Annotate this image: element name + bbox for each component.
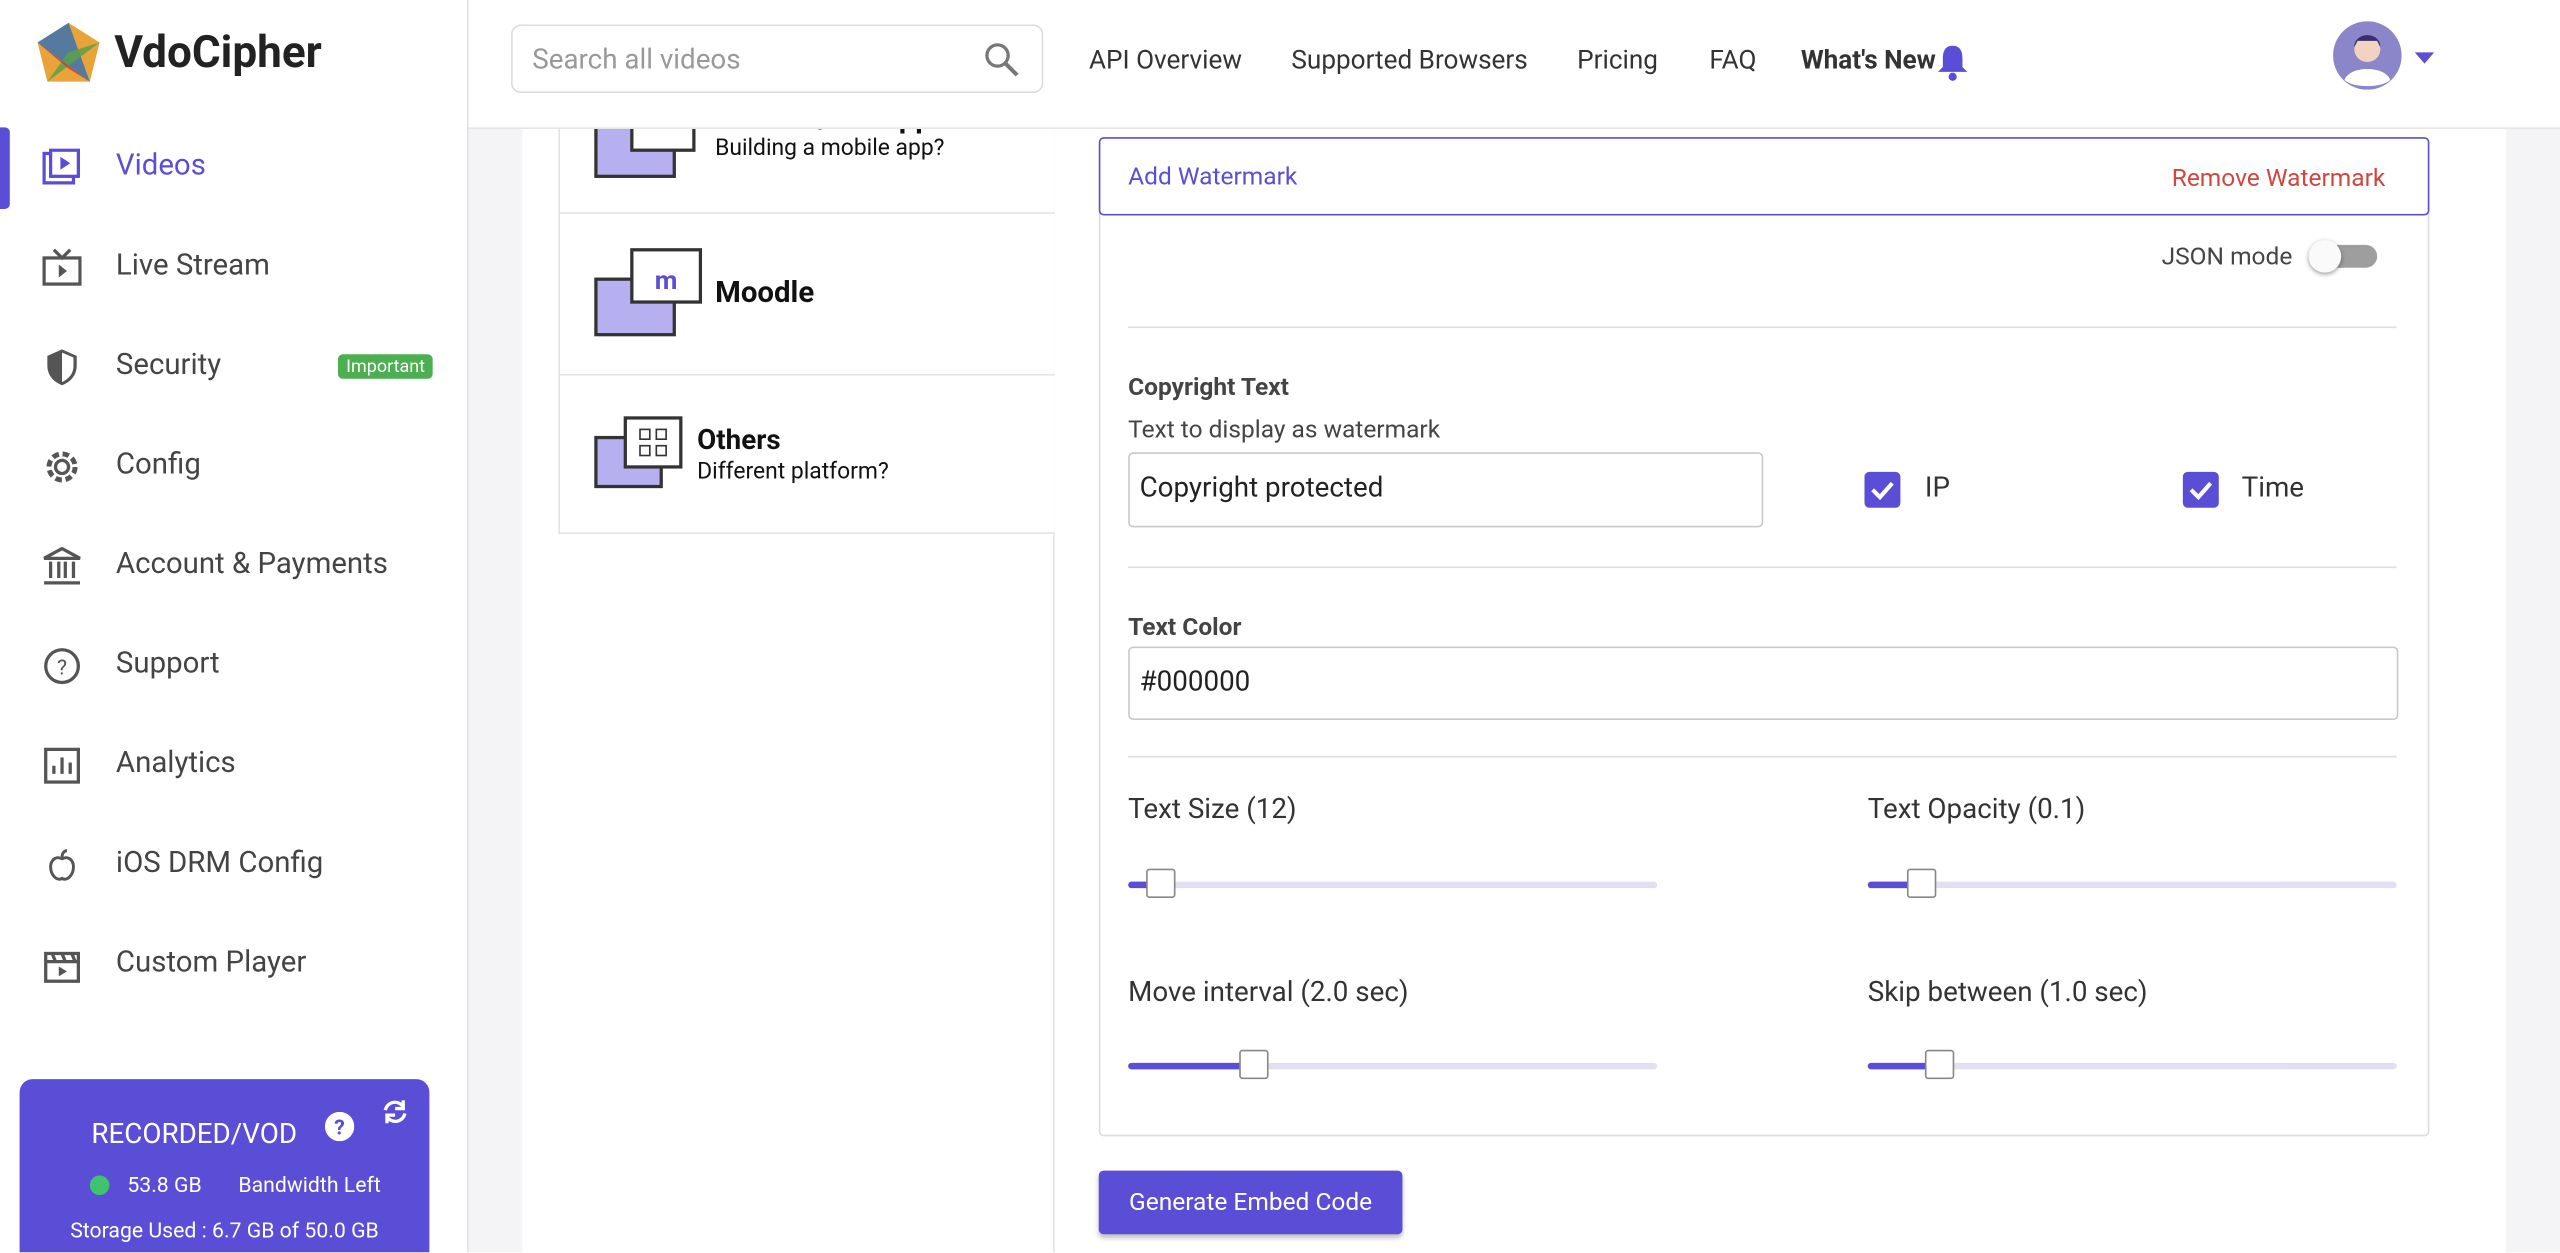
slider[interactable] [1128,868,1658,898]
sidebar: VdoCipher Videos Live Stream Security Impor… [0,0,469,1253]
platform-subtitle: Different platform? [697,458,889,485]
sidebar-label: iOS DRM Config [115,845,324,880]
sidebar-item[interactable]: Live Stream [0,227,467,309]
divider [1128,326,2397,329]
nav-link[interactable]: Pricing [1577,44,1658,76]
platform-title: Moodle [715,275,815,311]
copyright-input[interactable]: Copyright protected [1128,452,1764,528]
platform-icon: m [594,248,703,337]
badge: Important [337,354,434,379]
sidebar-label: Live Stream [115,248,270,283]
sidebar-label: Support [115,646,220,681]
slider-label: Text Size (12) [1128,793,1297,827]
generate-button[interactable]: Generate Embed Code [1098,1170,1403,1235]
slider-label: Text Opacity (0.1) [1867,793,2086,827]
watermark-tabs: Add Watermark Remove Watermark [1098,137,2430,216]
brand: VdoCipher [114,26,322,79]
ip-checkbox[interactable] [1864,471,1901,508]
sidebar-icon [44,951,80,983]
sidebar-item[interactable]: Security Important [0,327,467,409]
plan-title: RECORDED/VOD [91,1118,298,1152]
active-indicator [0,127,10,209]
field-label: Copyright Text [1128,372,1289,402]
sidebar-item[interactable]: Videos [0,127,467,209]
field-help: Text to display as watermark [1128,414,1441,445]
sidebar-item[interactable]: iOS DRM Config [0,824,467,906]
sidebar-icon [47,349,77,386]
sidebar-label: Analytics [115,746,236,781]
watermark-panel [1098,137,2430,1137]
avatar[interactable] [2333,21,2402,90]
color-input[interactable]: #000000 [1128,646,2399,720]
svg-text:?: ? [334,1116,345,1141]
search-icon[interactable] [983,41,1022,80]
slider[interactable] [1867,868,2397,898]
sidebar-icon [44,747,80,784]
nav-link[interactable]: What's New [1800,44,1936,76]
sidebar-icon: ? [44,648,80,685]
plan-card: RECORDED/VOD ? 53.8 GB Bandwidth Left St… [19,1079,430,1253]
avatar-caret[interactable] [2414,52,2435,65]
sidebar-item[interactable]: Custom Player [0,924,467,1006]
platform-subtitle: Building a mobile app? [715,135,945,162]
bandwidth: 53.8 GB [127,1173,202,1199]
refresh-icon[interactable] [380,1097,409,1126]
time-label: Time [2241,471,2305,505]
platform-card[interactable]: m Moodle [558,213,1055,376]
platform-icon [594,416,683,489]
sidebar-label: Account & Payments [115,546,388,582]
sidebar-label: Custom Player [115,945,307,980]
bell-icon[interactable] [1935,42,1971,81]
slider-label: Move interval (2.0 sec) [1128,976,1409,1009]
nav-link[interactable]: Supported Browsers [1291,44,1528,76]
platform-title: Others [697,424,781,458]
sidebar-icon [46,451,78,483]
sidebar-label: Videos [115,148,206,183]
ip-label: IP [1924,471,1950,505]
divider [1128,755,2397,758]
sidebar-label: Config [115,447,201,482]
divider [1053,127,1055,1253]
svg-text:?: ? [57,655,67,680]
add-watermark[interactable]: Add Watermark [1128,161,1298,192]
svg-text:m: m [655,266,678,296]
nav-link[interactable]: API Overview [1088,44,1242,76]
search-placeholder: Search all videos [532,44,741,77]
time-checkbox[interactable] [2182,471,2219,508]
logo [37,22,100,82]
field-label: Text Color [1128,612,1242,642]
help-icon[interactable]: ? [324,1111,355,1142]
slider[interactable] [1867,1049,2397,1080]
bandwidth-label: Bandwidth Left [238,1173,381,1199]
sidebar-item[interactable]: Config [0,426,467,508]
storage: Storage Used : 6.7 GB of 50.0 GB [70,1219,379,1245]
sidebar-item[interactable]: ? Support [0,625,467,707]
sidebar-icon [42,248,82,286]
search-box[interactable]: Search all videos [511,24,1044,94]
sidebar-item[interactable]: Account & Payments [0,526,467,608]
slider[interactable] [1128,1049,1658,1080]
remove-watermark[interactable]: Remove Watermark [2171,163,2386,193]
sidebar-icon [42,148,80,185]
sidebar-item[interactable]: Analytics [0,725,467,807]
json-toggle[interactable] [2308,239,2378,273]
slider-label: Skip between (1.0 sec) [1867,976,2148,1009]
status-dot [89,1175,110,1196]
json-mode-label: JSON mode [2161,241,2293,272]
sidebar-label: Security [115,347,222,383]
sidebar-icon [49,849,75,881]
nav-link[interactable]: FAQ [1709,44,1757,76]
platform-card[interactable]: Others Different platform? [558,375,1055,534]
divider [1128,566,2397,569]
sidebar-icon [43,546,81,585]
